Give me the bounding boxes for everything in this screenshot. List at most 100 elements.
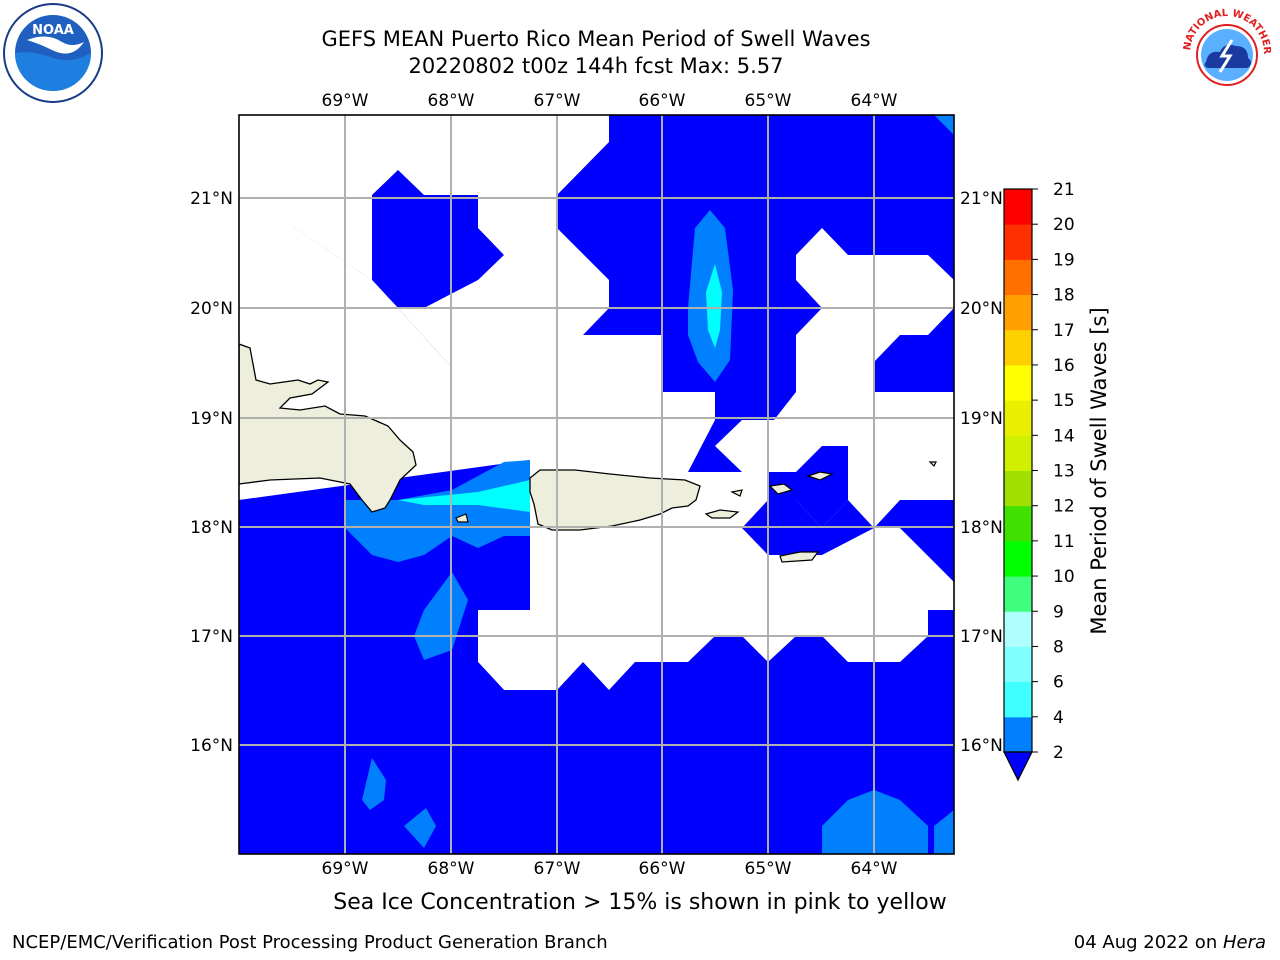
colorbar-segment <box>1004 646 1032 683</box>
lon-gridlines <box>344 115 875 854</box>
swell-field-4-6 <box>362 758 386 810</box>
colorbar-tick-label: 9 <box>1053 602 1064 622</box>
nws-logo: NATIONAL WEATHER SERVICE <box>1172 0 1278 104</box>
colorbar-segment <box>1004 224 1032 260</box>
colorbar-segment <box>1004 681 1032 718</box>
lat-label: 20°N <box>960 299 1003 319</box>
title-line-2: 20220802 t00z 144h fcst Max: 5.57 <box>408 54 784 78</box>
colorbar-segment <box>1004 505 1032 542</box>
lat-gridlines <box>239 197 954 746</box>
colorbar-title: Mean Period of Swell Waves [s] <box>1087 307 1111 634</box>
land-hispaniola <box>239 343 417 513</box>
footer-machine: Hera <box>1222 932 1266 953</box>
lon-label: 69°W <box>322 859 369 879</box>
land-island <box>730 489 743 497</box>
lat-labels-right: 21°N 20°N 19°N 18°N 17°N 16°N <box>960 189 1003 756</box>
land-puerto-rico <box>529 469 701 531</box>
map-area <box>239 115 954 854</box>
colorbar-tick-label: 8 <box>1053 637 1064 657</box>
lon-label: 64°W <box>851 859 898 879</box>
colorbar-extend-arrow <box>1003 751 1033 782</box>
colorbar-segment <box>1004 400 1032 436</box>
colorbar-segment <box>1004 364 1032 401</box>
colorbar-tick-label: 16 <box>1053 356 1075 376</box>
title-line-1: GEFS MEAN Puerto Rico Mean Period of Swe… <box>321 27 871 51</box>
lon-label: 68°W <box>428 91 475 111</box>
colorbar-segment <box>1004 189 1032 225</box>
swell-field-4-6 <box>934 115 954 135</box>
lon-label: 67°W <box>534 91 581 111</box>
land-island <box>779 551 820 563</box>
footer-credit: NCEP/EMC/Verification Post Processing Pr… <box>12 932 608 953</box>
colorbar-segment <box>1004 470 1032 507</box>
colorbar: 2 4 6 8 9 10 11 12 13 14 15 16 17 18 19 20 21 <box>1003 180 1075 782</box>
colorbar-tick-label: 20 <box>1053 215 1075 235</box>
lat-label: 18°N <box>190 518 233 538</box>
colorbar-tick-label: 21 <box>1053 180 1075 200</box>
chart-title: GEFS MEAN Puerto Rico Mean Period of Swe… <box>0 26 1192 80</box>
colorbar-segment <box>1004 576 1032 612</box>
swell-field-2-4 <box>874 308 954 392</box>
lon-label: 68°W <box>428 859 475 879</box>
land-island <box>928 461 937 468</box>
lat-label: 17°N <box>190 627 233 647</box>
colorbar-segment <box>1004 611 1032 647</box>
land-island <box>455 513 469 523</box>
swell-field-4-6 <box>345 460 530 562</box>
swell-field-4-6 <box>934 810 954 854</box>
lat-label: 20°N <box>190 299 233 319</box>
map-frame <box>238 114 955 855</box>
footer-date-text: 04 Aug 2022 on <box>1073 932 1223 953</box>
colorbar-tick-label: 13 <box>1053 462 1075 482</box>
no-data-region <box>292 226 398 308</box>
colorbar-tick-label: 19 <box>1053 250 1075 270</box>
colorbar-segment <box>1004 540 1032 577</box>
swell-field-2-4 <box>372 170 504 308</box>
land-island <box>806 471 834 481</box>
lon-labels-bottom: 69°W 68°W 67°W 66°W 65°W 64°W <box>322 859 898 879</box>
colorbar-tick-label: 10 <box>1053 567 1075 587</box>
swell-field-4-6 <box>414 572 468 660</box>
swell-field-4-6 <box>404 808 436 848</box>
lon-label: 67°W <box>534 859 581 879</box>
colorbar-tick-label: 6 <box>1053 673 1064 693</box>
land-island <box>704 509 740 519</box>
colorbar-tick-label: 12 <box>1053 497 1075 517</box>
footer-date: 04 Aug 2022 on Hera <box>1074 932 1266 953</box>
colorbar-tick-label: 2 <box>1053 743 1064 763</box>
lat-label: 16°N <box>190 736 233 756</box>
lat-label: 21°N <box>190 189 233 209</box>
colorbar-segment <box>1004 259 1032 296</box>
noaa-logo: NOAA <box>2 2 104 104</box>
lon-label: 65°W <box>745 859 792 879</box>
lat-label: 17°N <box>960 627 1003 647</box>
lat-label: 18°N <box>960 518 1003 538</box>
lat-label: 19°N <box>960 409 1003 429</box>
colorbar-segment <box>1004 329 1032 366</box>
colorbar-segment <box>1004 294 1032 331</box>
lat-labels-left: 21°N 20°N 19°N 18°N 17°N 16°N <box>190 189 233 756</box>
lon-labels-top: 69°W 68°W 67°W 66°W 65°W 64°W <box>322 91 898 111</box>
lat-label: 16°N <box>960 736 1003 756</box>
colorbar-segment <box>1004 435 1032 471</box>
lon-label: 65°W <box>745 91 792 111</box>
lon-label: 66°W <box>639 91 686 111</box>
lon-label: 69°W <box>322 91 369 111</box>
swell-field-2-4 <box>874 500 954 582</box>
swell-field-6-8 <box>706 264 722 348</box>
lat-label: 21°N <box>960 189 1003 209</box>
lon-label: 64°W <box>851 91 898 111</box>
noaa-logo-text: NOAA <box>32 23 74 38</box>
sea-ice-caption: Sea Ice Concentration > 15% is shown in … <box>333 890 947 915</box>
colorbar-tick-label: 18 <box>1053 286 1075 306</box>
colorbar-tick-label: 4 <box>1053 708 1064 728</box>
land-island <box>768 483 794 495</box>
colorbar-tick-label: 14 <box>1053 426 1075 446</box>
lon-label: 66°W <box>639 859 686 879</box>
colorbar-segment <box>1004 716 1032 753</box>
lat-label: 19°N <box>190 409 233 429</box>
colorbar-tick-label: 11 <box>1053 532 1075 552</box>
swell-field-6-8 <box>398 480 530 512</box>
colorbar-tick-label: 17 <box>1053 321 1075 341</box>
